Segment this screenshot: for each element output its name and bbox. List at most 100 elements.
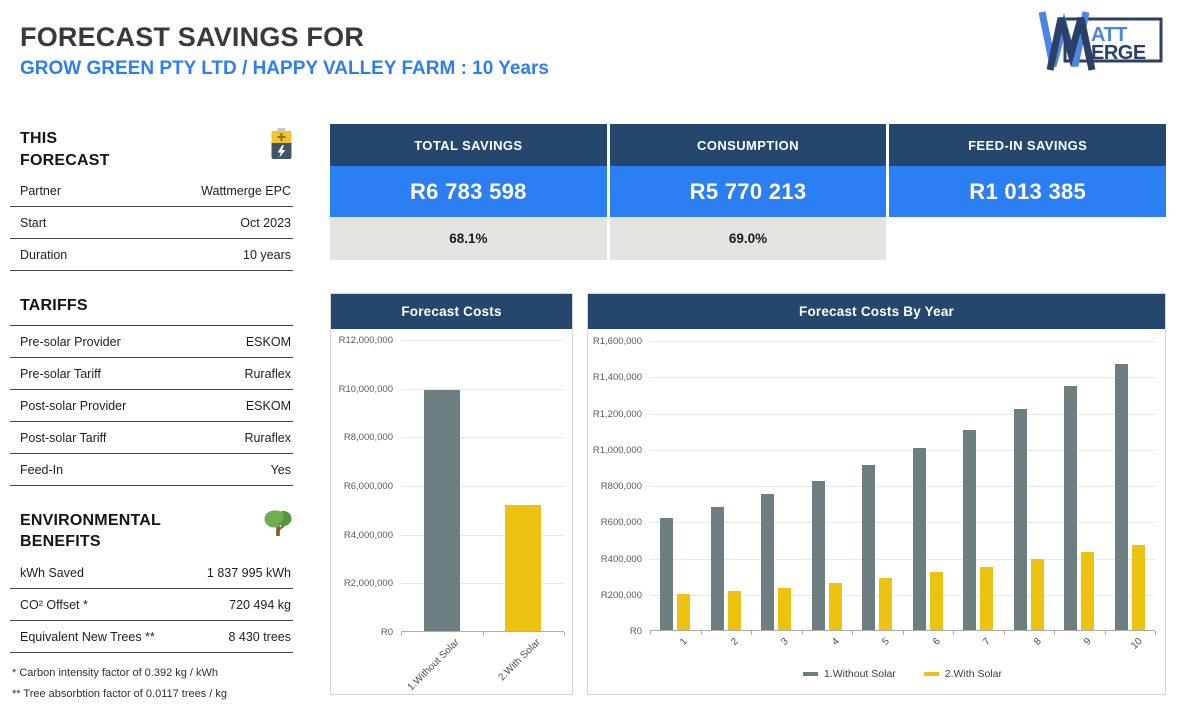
env-row-new-trees: Equivalent New Trees ** 8 430 trees xyxy=(10,621,293,653)
x-axis-label: 2.With Solar xyxy=(496,637,544,684)
bar-group xyxy=(1105,341,1156,630)
y-axis-tick: R1,600,000 xyxy=(592,336,642,347)
this-forecast-section: THIS FORECAST Partner Wattmerge EPC Star… xyxy=(10,128,293,272)
consumption-card: CONSUMPTION R5 770 213 69.0% xyxy=(609,124,887,260)
x-axis-tick-mark xyxy=(401,632,402,636)
x-axis-label: 7 xyxy=(981,636,994,648)
footnote-carbon: * Carbon intensity factor of 0.392 kg / … xyxy=(12,666,219,679)
y-axis-tick: R0 xyxy=(629,626,642,637)
tree-icon xyxy=(263,510,293,543)
x-axis-label: 10 xyxy=(1128,636,1145,652)
gridline xyxy=(650,558,1155,560)
wattmerge-logo: ATT ERGE xyxy=(1034,8,1166,79)
x-axis-tick-mark xyxy=(751,631,752,635)
forecast-row-duration: Duration 10 years xyxy=(10,239,293,272)
bar-group xyxy=(802,341,853,630)
legend-swatch xyxy=(923,672,939,676)
tariffs-section: TARIFFS Pre-solar Provider ESKOM Pre-sol… xyxy=(10,295,293,486)
bar-1-without-solar xyxy=(811,480,825,630)
gridline xyxy=(401,534,564,536)
x-axis-label: 4 xyxy=(829,636,842,648)
forecast-costs-chart: Forecast Costs R0 R2,000,000 R4,000,000 R6,0… xyxy=(330,293,573,695)
bar-2-with-solar xyxy=(1030,559,1044,630)
tariff-row-feed-in: Feed-In Yes xyxy=(10,454,293,486)
x-axis-label: 9 xyxy=(1082,636,1095,648)
row-value: Ruraflex xyxy=(244,430,291,445)
tariff-row-post-provider: Post-solar Provider ESKOM xyxy=(10,390,293,422)
legend: 1.Without Solar 2.With Solar xyxy=(650,668,1155,680)
legend-label: 1.Without Solar xyxy=(824,668,896,680)
row-value: ESKOM xyxy=(245,334,291,349)
feed-in-savings-card: FEED-IN SAVINGS R1 013 385 xyxy=(889,124,1167,260)
gridline xyxy=(650,449,1155,451)
row-label: kWh Saved xyxy=(20,565,84,580)
gridline xyxy=(401,437,564,439)
bar-group xyxy=(401,340,483,631)
env-row-co2-offset: CO² Offset * 720 494 kg xyxy=(10,589,293,621)
summary-cards: TOTAL SAVINGS R6 783 598 68.1% CONSUMPTI… xyxy=(330,124,1167,260)
row-label: Equivalent New Trees ** xyxy=(20,629,155,644)
bar-1-without-solar xyxy=(1114,364,1128,630)
y-axis-tick: R2,000,000 xyxy=(343,578,393,590)
bar-group xyxy=(701,341,752,630)
environmental-benefits-header: ENVIRONMENTAL BENEFITS xyxy=(10,510,293,557)
this-forecast-header: THIS FORECAST xyxy=(10,128,293,175)
card-title: FEED-IN SAVINGS xyxy=(889,124,1167,166)
row-value: ESKOM xyxy=(245,398,291,413)
battery-icon xyxy=(270,128,293,165)
bar-1-without-solar xyxy=(660,518,674,630)
legend-item-1-without-solar: 1.Without Solar xyxy=(803,668,896,680)
forecast-row-partner: Partner Wattmerge EPC xyxy=(10,175,293,208)
x-axis-tick-mark xyxy=(953,631,954,635)
row-value: 10 years xyxy=(243,248,291,263)
bars xyxy=(401,340,564,631)
page-title: FORECAST SAVINGS FOR xyxy=(20,22,365,52)
y-axis-tick: R600,000 xyxy=(600,517,642,529)
bar-1-without-solar xyxy=(862,465,876,630)
card-percent: 68.1% xyxy=(330,217,607,260)
legend-item-2-with-solar: 2.With Solar xyxy=(923,668,1002,680)
y-axis-tick: R6,000,000 xyxy=(343,481,393,492)
bars xyxy=(650,341,1155,630)
row-value: 1 837 995 kWh xyxy=(206,565,291,580)
row-label: Post-solar Tariff xyxy=(20,430,107,445)
legend-swatch xyxy=(803,672,818,676)
total-savings-card: TOTAL SAVINGS R6 783 598 68.1% xyxy=(330,124,607,260)
card-value: R6 783 598 xyxy=(330,166,607,217)
x-axis-tick-mark xyxy=(1054,631,1055,635)
gridline xyxy=(650,413,1155,415)
bar-2-with-solar xyxy=(1081,552,1095,630)
row-label: Duration xyxy=(20,248,68,263)
bar-2-with-solar xyxy=(929,572,943,630)
tariff-row-pre-provider: Pre-solar Provider ESKOM xyxy=(10,326,293,358)
x-axis-label: 2 xyxy=(728,636,741,648)
bar-1-without-solar xyxy=(761,494,775,630)
x-axis-tick-mark xyxy=(902,631,904,635)
plot-area xyxy=(650,341,1155,631)
x-axis-label: 3 xyxy=(779,636,792,648)
bar-1-without-solar xyxy=(1013,409,1027,630)
bar-1-without-solar xyxy=(1064,386,1078,630)
y-axis-tick: R10,000,000 xyxy=(338,383,393,395)
row-value: Wattmerge EPC xyxy=(201,184,291,199)
x-axis-label: 5 xyxy=(880,636,893,648)
tariff-row-pre-tariff: Pre-solar Tariff Ruraflex xyxy=(10,358,293,390)
card-title: TOTAL SAVINGS xyxy=(330,124,607,166)
row-value: Ruraflex xyxy=(244,366,291,381)
card-value: R1 013 385 xyxy=(889,166,1167,217)
gridline xyxy=(650,594,1155,596)
footnote-tree: ** Tree absorbtion factor of 0.0117 tree… xyxy=(12,688,228,701)
bar-1-without-solar xyxy=(912,448,926,630)
bar-2-with-solar xyxy=(505,505,542,631)
bar-group xyxy=(1004,341,1055,630)
gridline xyxy=(401,388,564,390)
bar-1-without-solar xyxy=(423,389,460,631)
x-axis-tick-mark xyxy=(1003,631,1005,635)
gridline xyxy=(650,486,1155,487)
bar-group xyxy=(650,341,701,630)
bar-group xyxy=(483,340,565,631)
bar-group xyxy=(751,341,802,630)
y-axis-tick: R1,000,000 xyxy=(592,444,642,456)
gridline xyxy=(401,486,564,487)
x-axis-label: 6 xyxy=(930,636,943,648)
